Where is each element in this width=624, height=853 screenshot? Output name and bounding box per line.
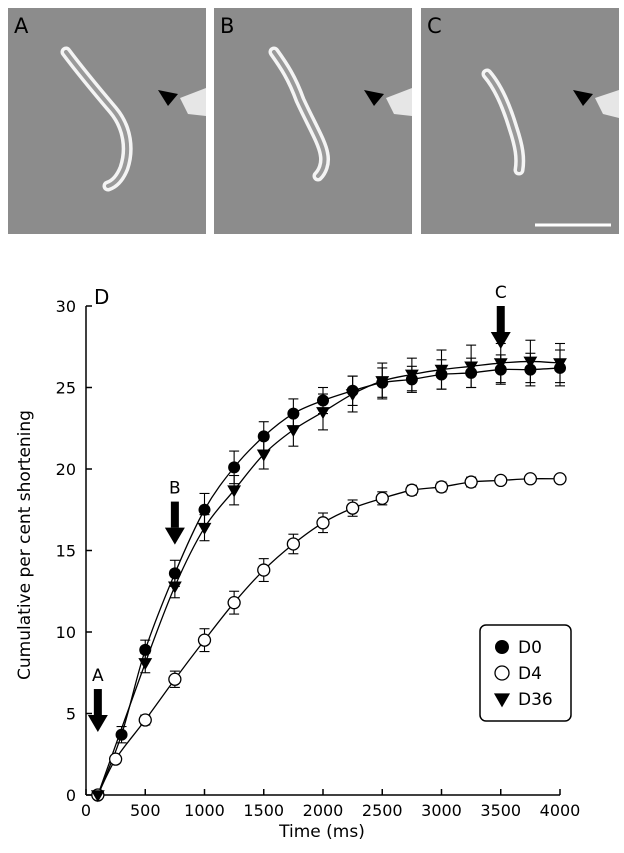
chart-axes: 0 5 10 15 20 25 30 0 500 1000 1500 2000 2500 3000 3500… (56, 297, 581, 820)
data-point-d4 (286, 537, 301, 551)
x-tick-label: 3500 (480, 801, 521, 820)
y-axis-label: Cumulative per cent shortening (15, 410, 35, 680)
data-point-d4 (227, 596, 241, 610)
data-point-d36 (434, 364, 449, 377)
chart-markers (90, 356, 567, 803)
data-point-d36 (464, 361, 479, 374)
data-point-d4 (405, 483, 419, 497)
data-point-d0 (139, 643, 152, 656)
data-point-d4 (494, 473, 508, 488)
x-tick-label: 1000 (184, 801, 225, 820)
cell-image-c (481, 68, 619, 227)
data-point-d0 (115, 728, 128, 741)
chart-curves (97, 360, 561, 796)
arrow-shaft (93, 689, 102, 716)
x-tick-label: 2500 (362, 801, 403, 820)
x-tick-label: 1500 (243, 801, 284, 820)
data-point-d4 (464, 475, 478, 489)
arrow-label: A (92, 666, 104, 686)
data-point-d0 (524, 363, 537, 376)
x-tick-label: 2000 (303, 801, 344, 820)
series-line-d36 (97, 360, 561, 796)
legend-label-d36: D36 (518, 690, 553, 710)
y-tick-label: 30 (56, 297, 76, 316)
legend-marker-d4 (494, 665, 510, 681)
panel-b-label: B (220, 14, 235, 38)
micrograph-panel-a: A (8, 8, 206, 234)
arrow-annotation-b: B (164, 479, 185, 545)
data-point-d4 (197, 633, 212, 647)
data-point-d4 (523, 472, 538, 486)
data-point-d4 (316, 516, 330, 530)
data-point-d0 (168, 567, 181, 580)
legend-marker-d36 (493, 693, 511, 708)
arrow-annotation-a: A (87, 666, 108, 733)
arrow-shaft (496, 306, 505, 332)
micrograph-panel-c: C (421, 8, 619, 234)
y-tick-label: 20 (56, 460, 76, 479)
data-point-d0 (287, 407, 300, 420)
data-point-d4 (138, 713, 152, 727)
data-point-d36 (523, 356, 538, 369)
arrow-label: B (169, 479, 181, 499)
data-point-d36 (404, 369, 419, 382)
legend-items: D0 D4 D36 (493, 638, 553, 710)
arrow-head (490, 332, 511, 349)
chart-annotations: A B C (87, 283, 511, 733)
data-point-d36 (90, 790, 105, 803)
data-point-d36 (345, 389, 360, 402)
data-point-d36 (316, 407, 330, 420)
data-point-d0 (198, 503, 211, 516)
y-tick-label: 0 (66, 786, 76, 805)
arrow-shaft (170, 501, 179, 528)
data-point-d36 (167, 581, 182, 594)
data-point-d36 (375, 376, 390, 389)
data-point-d36 (197, 522, 212, 535)
panel-a-label: A (14, 14, 29, 38)
chart-panel-label: D (94, 285, 109, 309)
data-point-d36 (256, 449, 271, 462)
cell-image-a (60, 46, 206, 192)
arrow-head (87, 715, 108, 733)
data-point-d4 (345, 501, 360, 515)
arrow-head (164, 527, 185, 545)
legend-label-d4: D4 (518, 664, 542, 684)
arrow-annotation-c: C (490, 283, 511, 349)
data-point-d4 (257, 563, 271, 577)
legend-marker-d0 (495, 640, 509, 654)
y-tick-label: 10 (56, 623, 76, 642)
data-point-d4 (434, 480, 449, 494)
data-point-d0 (257, 430, 270, 443)
y-tick-label: 5 (66, 705, 76, 724)
data-point-d4 (375, 491, 389, 505)
x-tick-label: 500 (130, 801, 161, 820)
data-point-d4 (108, 752, 123, 766)
data-point-d36 (138, 658, 153, 671)
data-point-d4 (168, 672, 182, 686)
data-point-d36 (493, 358, 508, 371)
cell-image-b (268, 46, 412, 182)
data-point-d0 (317, 394, 329, 407)
series-line-d0 (97, 367, 561, 796)
data-point-d36 (553, 358, 567, 371)
y-tick-label: 25 (56, 379, 76, 398)
x-axis-label: Time (ms) (278, 822, 365, 842)
micrograph-panel-b: B (214, 8, 412, 234)
data-point-d0 (228, 461, 241, 474)
data-point-d36 (286, 425, 301, 438)
shortening-chart: D 0 5 10 15 20 25 30 0 500 1000 1500 2000 2500 3000 35… (15, 283, 581, 842)
y-tick-label: 15 (56, 542, 76, 561)
legend-label-d0: D0 (518, 638, 542, 658)
data-point-d4 (553, 472, 567, 486)
data-point-d36 (227, 485, 242, 498)
x-tick-label: 4000 (540, 801, 581, 820)
x-tick-label: 3000 (421, 801, 462, 820)
arrow-label: C (495, 283, 507, 303)
legend: D0 D4 D36 (479, 624, 572, 722)
panel-c-label: C (427, 14, 442, 38)
x-tick-label: 0 (81, 801, 91, 820)
